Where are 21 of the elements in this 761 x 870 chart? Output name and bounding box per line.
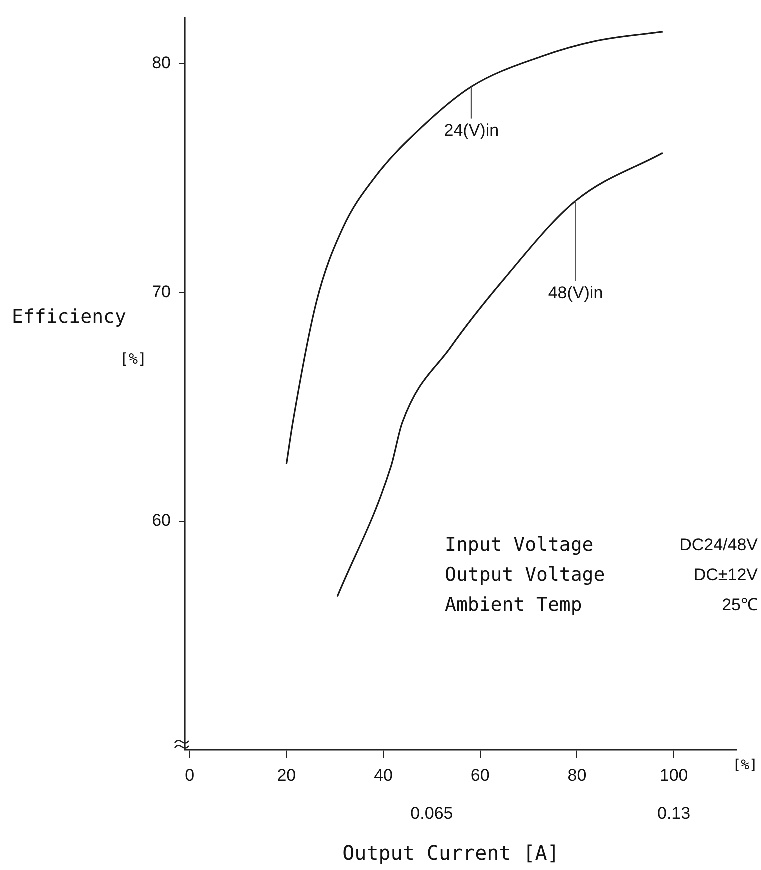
x-tick-label: 60 <box>470 766 490 785</box>
text: Input Voltage DC24/48V <box>445 534 758 556</box>
x2-tick-label: 0.065 <box>410 804 454 823</box>
line-series <box>286 31 664 465</box>
x-tick-label: 100 <box>660 766 688 785</box>
annotation: 48(V)in <box>548 283 604 302</box>
x-tick-label: 40 <box>374 766 393 785</box>
text: [%] <box>732 758 758 774</box>
y-tick-label: 80 <box>152 54 171 73</box>
x-tick-label: 80 <box>568 766 587 785</box>
annotation: 24(V)in <box>444 120 500 140</box>
y-tick-label: 60 <box>152 511 171 530</box>
y-tick-label: 70 <box>152 282 171 302</box>
line-series <box>336 152 664 598</box>
text: Ambient Temp 25℃ <box>445 594 758 616</box>
y-axis-title: Efficiency [%] <box>12 306 148 368</box>
x2-tick-label: 0.13 <box>658 804 691 823</box>
x-tick-label: 0 <box>185 766 195 785</box>
text: Output Voltage DC±12V <box>445 564 758 586</box>
x-tick-label: 20 <box>277 766 296 785</box>
x-axis-title: Output Current [A] <box>342 841 560 866</box>
